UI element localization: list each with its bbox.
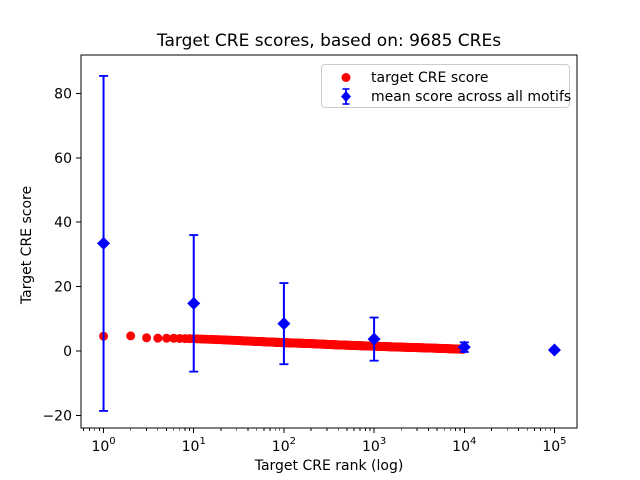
legend-label-target-cre-score: target CRE score bbox=[371, 69, 489, 86]
mean-score-diamond bbox=[367, 332, 381, 346]
target-score-point bbox=[153, 333, 163, 343]
y-tick-label: 40 bbox=[54, 215, 72, 231]
y-tick-label: 0 bbox=[63, 344, 72, 360]
y-tick-label: −20 bbox=[42, 408, 72, 424]
x-tick-label: 103 bbox=[362, 436, 386, 455]
y-axis-label: Target CRE score bbox=[19, 185, 35, 305]
blue-diamond-errorbar-marker-icon bbox=[341, 88, 351, 105]
mean-score-diamond bbox=[277, 317, 291, 331]
target-score-point bbox=[162, 333, 172, 343]
y-tick-label: 80 bbox=[54, 86, 72, 102]
y-tick-label: 60 bbox=[54, 151, 72, 167]
x-tick-label: 100 bbox=[91, 436, 115, 455]
legend-item-mean-score: mean score across all motifs bbox=[328, 87, 571, 106]
x-axis-label: Target CRE rank (log) bbox=[254, 458, 404, 474]
x-tick-label: 102 bbox=[272, 436, 296, 455]
chart-title: Target CRE scores, based on: 9685 CREs bbox=[156, 31, 502, 51]
mean-score-diamond bbox=[547, 343, 561, 357]
legend-label-mean-score: mean score across all motifs bbox=[371, 88, 572, 105]
legend: target CRE score mean score across all m… bbox=[321, 64, 571, 108]
y-tick-label: 20 bbox=[54, 280, 72, 296]
plot-frame bbox=[80, 54, 578, 429]
x-tick-label: 104 bbox=[452, 436, 476, 455]
red-circle-marker-icon bbox=[341, 73, 351, 82]
x-tick-label: 101 bbox=[182, 436, 206, 455]
mean-score-diamond bbox=[187, 296, 201, 310]
mean-score-diamond bbox=[457, 340, 471, 354]
target-score-point bbox=[142, 333, 152, 343]
x-tick-label: 105 bbox=[542, 436, 566, 455]
target-score-point bbox=[126, 331, 136, 341]
legend-item-target-cre-score: target CRE score bbox=[328, 68, 563, 87]
mean-score-diamond bbox=[97, 236, 111, 250]
